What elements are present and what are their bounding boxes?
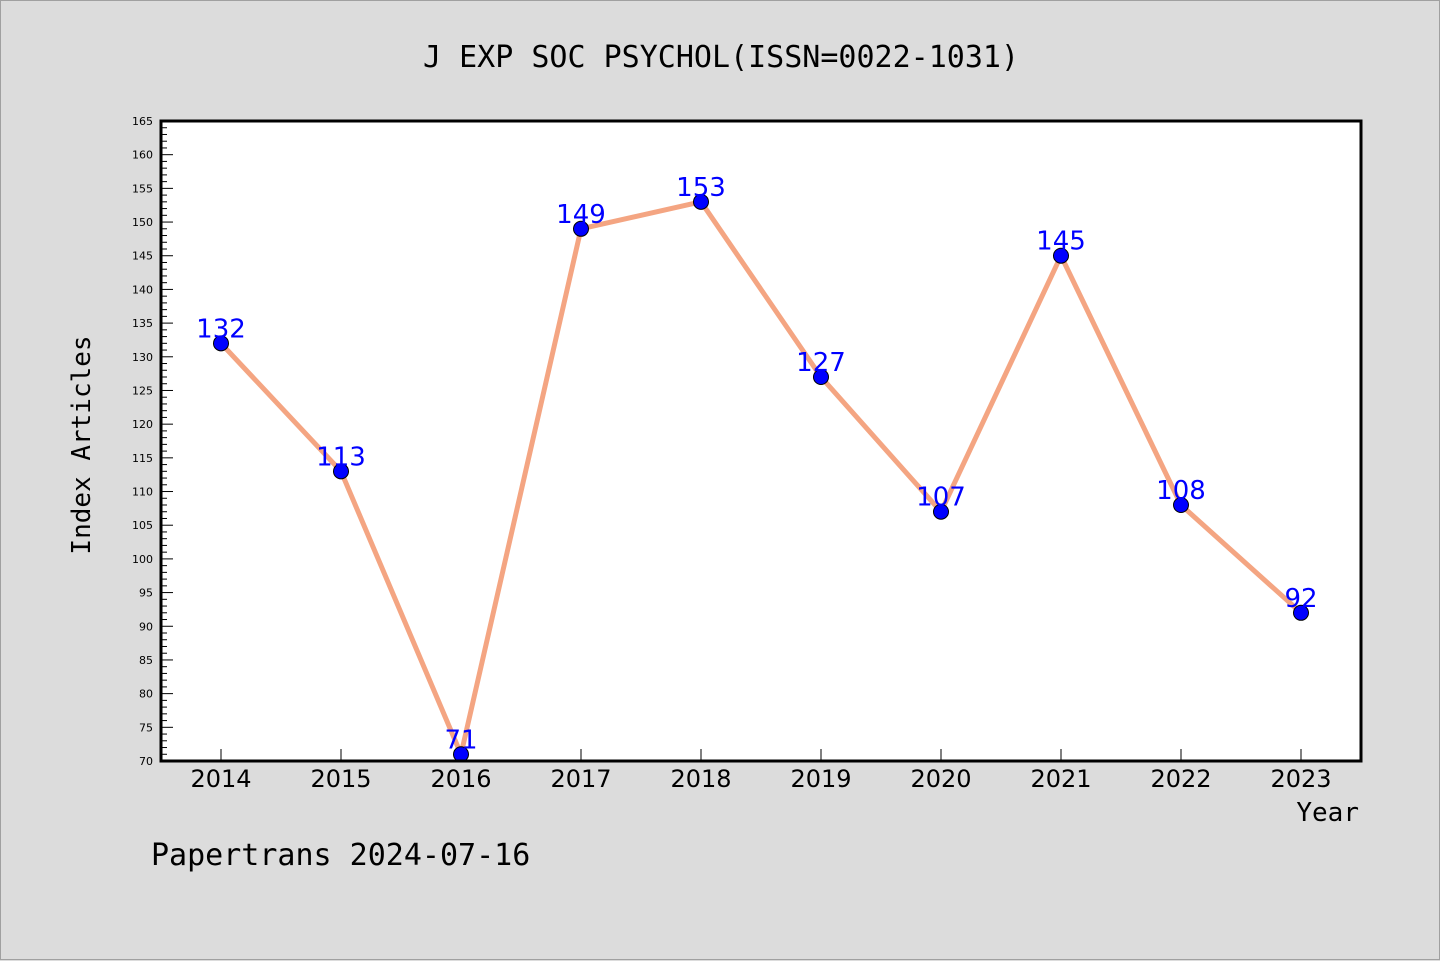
data-label: 71 — [444, 725, 477, 755]
x-tick-label: 2014 — [190, 765, 251, 793]
plot-area — [161, 121, 1361, 761]
y-axis-ticks: 70 75 80 85 90 95 100 105 110 115 120 125 130 135 140 1… — [132, 115, 173, 768]
series-line-group — [219, 199, 1303, 757]
data-point — [693, 193, 709, 210]
data-point — [333, 463, 349, 480]
x-tick-label: 2022 — [1150, 765, 1211, 793]
y-axis-label: Index Articles — [67, 335, 97, 554]
data-point — [213, 335, 229, 352]
data-label: 132 — [196, 314, 246, 344]
x-tick-label: 2016 — [430, 765, 491, 793]
y-tick-label: 140 — [132, 283, 153, 296]
y-tick-label: 150 — [132, 216, 153, 229]
y-tick-label: 110 — [132, 486, 153, 499]
data-label-group: 132 113 71 149 153 127 107 145 108 92 — [196, 173, 1317, 755]
y-tick-label: 120 — [132, 418, 153, 431]
data-label: 108 — [1156, 476, 1206, 506]
data-point — [933, 503, 949, 520]
y-tick-label: 155 — [132, 182, 153, 195]
chart-title: J EXP SOC PSYCHOL(ISSN=0022-1031) — [423, 40, 1019, 75]
y-tick-label: 95 — [139, 587, 153, 600]
y-tick-label: 135 — [132, 317, 153, 330]
data-label: 153 — [676, 173, 726, 203]
x-tick-label: 2015 — [310, 765, 371, 793]
y-tick-label: 75 — [139, 721, 153, 734]
x-tick-label: 2019 — [790, 765, 851, 793]
data-point — [813, 369, 829, 385]
x-tick-label: 2018 — [670, 765, 731, 793]
y-tick-label: 115 — [132, 452, 153, 465]
data-label: 113 — [316, 442, 366, 472]
x-tick-label: 2017 — [550, 765, 611, 793]
x-tick-label: 2020 — [910, 765, 971, 793]
data-point — [1173, 497, 1189, 513]
data-label: 145 — [1036, 227, 1086, 257]
y-tick-label: 90 — [139, 620, 153, 633]
y-tick-label: 100 — [132, 553, 153, 566]
data-point — [1053, 247, 1069, 264]
plot-border — [159, 119, 1363, 763]
y-tick-label: 145 — [132, 250, 153, 263]
y-tick-label: 80 — [139, 688, 153, 701]
y-tick-label: 165 — [132, 115, 153, 128]
data-label: 127 — [796, 348, 846, 378]
series-line — [219, 199, 1303, 757]
data-label: 92 — [1284, 584, 1317, 614]
y-tick-label: 125 — [132, 384, 153, 397]
x-tick-label: 2021 — [1030, 765, 1091, 793]
data-point — [573, 220, 589, 237]
marker-group — [213, 193, 1309, 763]
footer-text: Papertrans 2024-07-16 — [151, 838, 530, 873]
x-axis-label: Year — [1296, 798, 1359, 828]
data-label: 149 — [556, 200, 606, 230]
data-point — [1293, 604, 1309, 621]
x-tick-label: 2023 — [1270, 765, 1331, 793]
y-tick-label: 160 — [132, 149, 153, 162]
y-tick-label: 105 — [132, 519, 153, 532]
y-tick-label: 130 — [132, 351, 153, 364]
y-tick-label: 85 — [139, 654, 153, 667]
data-label: 107 — [916, 483, 966, 513]
y-tick-label: 70 — [139, 755, 153, 768]
